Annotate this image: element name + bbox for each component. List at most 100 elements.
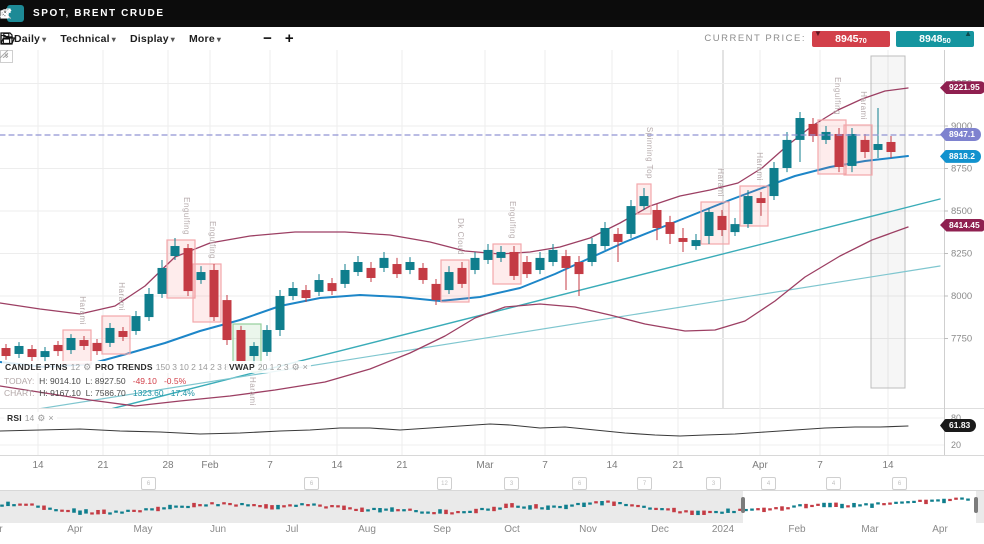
indicator-params: 12 bbox=[70, 362, 81, 372]
navigator-candle bbox=[84, 509, 88, 514]
time-axis: 14 21 28 Feb 7 14 21 Mar 7 14 21 Apr 7 14 bbox=[0, 455, 984, 478]
close-icon[interactable]: × bbox=[302, 362, 308, 372]
indicator-name: RSI bbox=[7, 413, 22, 423]
band-lower-line bbox=[0, 226, 909, 407]
navigator-candle bbox=[300, 503, 304, 506]
menu-timeframe[interactable]: Daily ▾ bbox=[14, 32, 47, 45]
minimize-button[interactable] bbox=[1, 7, 918, 21]
rsi-indicator-pane[interactable]: 80 20 bbox=[0, 408, 984, 455]
navigator-candle bbox=[516, 505, 520, 508]
navigator-candle bbox=[198, 504, 202, 507]
navigator-candle bbox=[564, 504, 568, 510]
candle-down bbox=[678, 238, 688, 242]
calendar-event-icon[interactable]: 6 bbox=[572, 477, 587, 490]
navigator-candle bbox=[774, 507, 778, 510]
navigator-month-label: Oct bbox=[504, 524, 520, 535]
navigator-candle bbox=[810, 504, 814, 508]
navigator-candle bbox=[864, 503, 868, 506]
navigator-candle bbox=[282, 505, 286, 508]
calendar-event-icon[interactable]: 6 bbox=[892, 477, 907, 490]
gear-icon[interactable]: ⚙ bbox=[37, 413, 46, 423]
window-controls bbox=[0, 7, 974, 21]
navigator-candle bbox=[666, 508, 670, 511]
indicator-legend-candle-ptns: CANDLE PTNS 12 ⚙ × bbox=[2, 361, 103, 373]
time-axis-label: 14 bbox=[606, 460, 618, 471]
gear-icon[interactable]: ⚙ bbox=[291, 362, 300, 372]
time-axis-label: 7 bbox=[817, 460, 823, 471]
candle-up bbox=[704, 212, 714, 236]
navigator-candle bbox=[684, 510, 688, 513]
calendar-event-icon[interactable]: 7 bbox=[637, 477, 652, 490]
candle-up bbox=[196, 272, 206, 281]
navigator-month-label: 2024 bbox=[711, 524, 735, 535]
navigator-handle-left[interactable] bbox=[741, 497, 745, 513]
pattern-box bbox=[492, 243, 522, 285]
today-stats: TODAY: H: 9014.10 L: 8927.50 -49.10 -0.5… bbox=[4, 376, 187, 386]
resize-grip[interactable] bbox=[0, 50, 8, 58]
candle-up bbox=[170, 246, 180, 257]
navigator-candle bbox=[252, 504, 256, 507]
menu-more[interactable]: More ▾ bbox=[188, 32, 222, 45]
moving-average-line bbox=[0, 155, 909, 368]
navigator-candle bbox=[744, 508, 748, 512]
navigator-candle bbox=[924, 499, 928, 505]
navigator-candle bbox=[594, 501, 598, 504]
navigator-month-label: Nov bbox=[579, 524, 597, 535]
calendar-event-icon[interactable]: 6 bbox=[304, 477, 319, 490]
candle-up bbox=[821, 131, 831, 140]
candle-down bbox=[860, 139, 870, 153]
navigator-candle bbox=[630, 504, 634, 507]
navigator-candle bbox=[318, 504, 322, 507]
navigator-handle-right[interactable] bbox=[974, 497, 978, 513]
navigator-candle bbox=[378, 508, 382, 513]
navigator-candle bbox=[324, 506, 328, 509]
navigator-candle bbox=[408, 508, 412, 511]
candle-up bbox=[131, 316, 141, 332]
navigator-candle bbox=[546, 505, 550, 510]
navigator-candle bbox=[510, 503, 514, 508]
navigator-candle bbox=[900, 501, 904, 504]
zoom-in-button[interactable]: + bbox=[284, 29, 294, 47]
close-button[interactable] bbox=[1, 7, 974, 21]
chart-stage: Harami Harami Engulfing Engulfing Harami Dk C… bbox=[0, 50, 984, 544]
navigator-candle bbox=[624, 503, 628, 507]
pattern-label: Harami bbox=[117, 282, 126, 311]
gear-icon[interactable]: ⚙ bbox=[83, 362, 92, 372]
candle-down bbox=[834, 133, 844, 167]
navigator-candle bbox=[642, 505, 646, 508]
navigator-candle bbox=[174, 505, 178, 508]
candle-down bbox=[79, 340, 89, 346]
close-icon[interactable]: × bbox=[48, 413, 54, 423]
zoom-out-button[interactable]: − bbox=[263, 29, 272, 47]
calendar-event-icon[interactable]: 3 bbox=[706, 477, 721, 490]
candle-up bbox=[66, 337, 76, 351]
range-navigator[interactable] bbox=[0, 490, 984, 523]
navigator-candle bbox=[150, 508, 154, 511]
navigator-month-label: Sep bbox=[433, 524, 451, 535]
navigator-candle bbox=[114, 510, 118, 513]
calendar-event-icon[interactable]: 3 bbox=[504, 477, 519, 490]
calendar-event-icon[interactable]: 4 bbox=[761, 477, 776, 490]
navigator-candle bbox=[66, 509, 70, 513]
main-price-chart[interactable]: Harami Harami Engulfing Engulfing Harami Dk C… bbox=[0, 50, 984, 408]
navigator-candle bbox=[918, 499, 922, 502]
chart-stats: CHART: H: 9167.10 L: 7586.70 1323.60 17.… bbox=[4, 388, 195, 398]
navigator-candle bbox=[396, 509, 400, 512]
menu-technical[interactable]: Technical ▾ bbox=[60, 32, 117, 45]
navigator-month-label: May bbox=[133, 524, 153, 535]
calendar-event-icon[interactable]: 4 bbox=[826, 477, 841, 490]
calendar-event-icon[interactable]: 6 bbox=[141, 477, 156, 490]
navigator-candle bbox=[660, 508, 664, 511]
navigator-close-button[interactable]: × bbox=[0, 50, 13, 63]
candle-down bbox=[1, 348, 11, 357]
navigator-candle bbox=[678, 511, 682, 514]
time-axis-label: Feb bbox=[201, 460, 219, 471]
calendar-event-icon[interactable]: 12 bbox=[437, 477, 452, 490]
menu-display[interactable]: Display ▾ bbox=[130, 32, 175, 45]
candle-up bbox=[743, 196, 753, 225]
popout-button[interactable] bbox=[0, 7, 946, 21]
navigator-candle bbox=[264, 504, 268, 509]
candle-down bbox=[613, 233, 623, 242]
rsi-axis-label: 20 bbox=[951, 440, 961, 450]
navigator-candle bbox=[894, 501, 898, 504]
